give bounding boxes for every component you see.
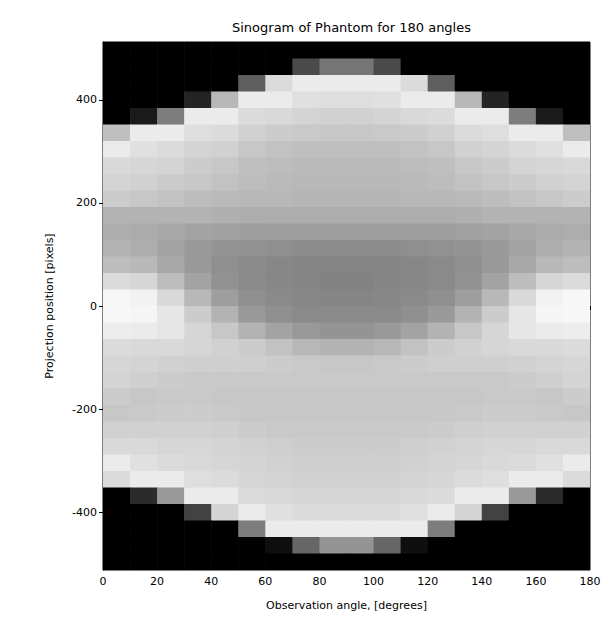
svg-text:Observation angle, [degrees]: Observation angle, [degrees] (266, 599, 427, 612)
svg-text:40: 40 (204, 575, 218, 588)
svg-text:0: 0 (100, 575, 107, 588)
svg-text:160: 160 (525, 575, 546, 588)
svg-text:120: 120 (417, 575, 438, 588)
svg-text:Projection position [pixels]: Projection position [pixels] (43, 233, 56, 378)
svg-text:100: 100 (363, 575, 384, 588)
svg-text:180: 180 (580, 575, 601, 588)
svg-text:-200: -200 (72, 403, 97, 416)
svg-text:0: 0 (90, 300, 97, 313)
svg-text:-400: -400 (72, 506, 97, 519)
svg-text:80: 80 (312, 575, 326, 588)
svg-text:140: 140 (471, 575, 492, 588)
svg-text:20: 20 (150, 575, 164, 588)
svg-text:Sinogram of Phantom for 180 an: Sinogram of Phantom for 180 angles (232, 20, 471, 35)
svg-text:200: 200 (76, 196, 97, 209)
svg-text:400: 400 (76, 93, 97, 106)
svg-text:60: 60 (258, 575, 272, 588)
